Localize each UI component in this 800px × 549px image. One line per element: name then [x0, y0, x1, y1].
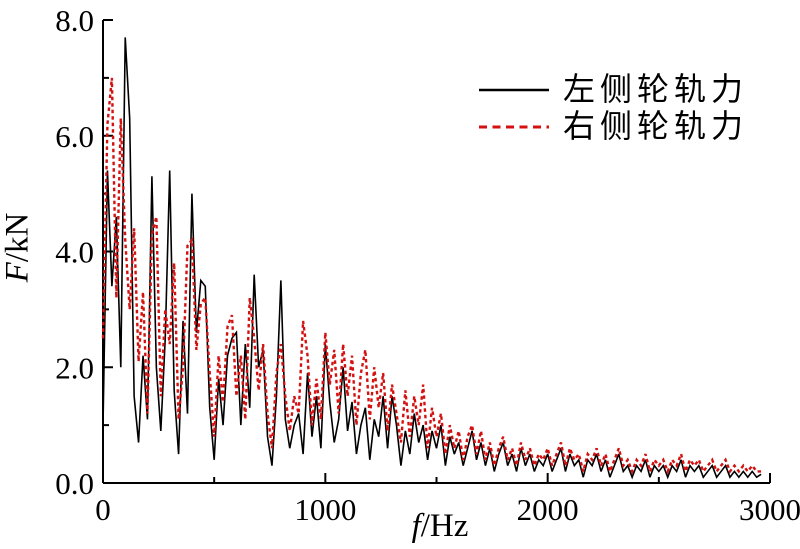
legend: 左侧轮轨力 右侧轮轨力: [478, 72, 748, 144]
legend-dashed-line-icon: [479, 125, 549, 128]
x-tick-label: 0: [95, 492, 111, 527]
x-tick-label: 3000: [739, 492, 800, 527]
legend-item-right-wheel: 右侧轮轨力: [478, 109, 748, 144]
x-tick-label: 1000: [294, 492, 356, 527]
y-axis-title: F/kN: [0, 178, 37, 318]
x-tick-label: 2000: [517, 492, 579, 527]
y-tick-label: 6.0: [55, 119, 94, 154]
y-axis-title-symbol: F: [0, 262, 36, 283]
y-axis-title-unit: /kN: [0, 212, 36, 263]
legend-label-right-wheel: 右侧轮轨力: [563, 108, 749, 144]
y-tick-label: 0.0: [55, 466, 94, 501]
y-tick-label: 8.0: [55, 3, 94, 38]
y-tick-label: 4.0: [55, 235, 94, 270]
legend-label-left-wheel: 左侧轮轨力: [563, 71, 749, 107]
legend-solid-line-icon: [479, 88, 549, 91]
series-line-0: [102, 37, 762, 480]
legend-item-left-wheel: 左侧轮轨力: [478, 72, 748, 107]
y-tick-label: 2.0: [55, 350, 94, 385]
x-axis-title-symbol: f: [411, 508, 421, 544]
series-line-1: [101, 77, 762, 475]
x-axis-title: f/Hz: [355, 508, 525, 545]
x-axis-title-unit: /Hz: [420, 508, 469, 544]
